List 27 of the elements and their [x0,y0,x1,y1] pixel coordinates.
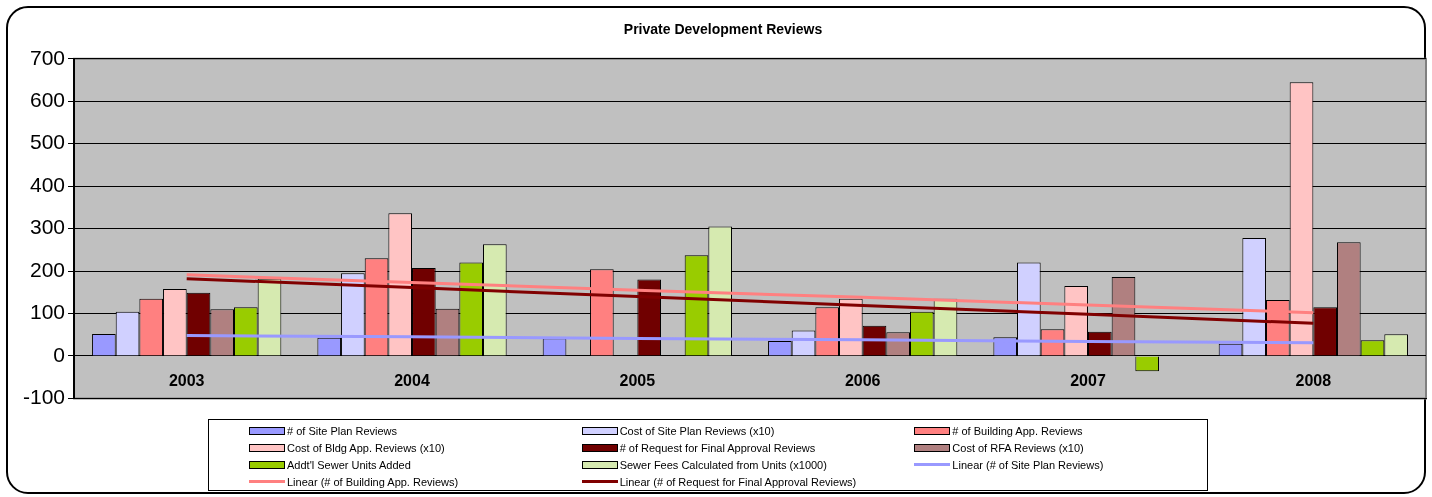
x-tick-label: 2004 [394,372,430,390]
y-tick-label: 100 [29,300,66,324]
y-tick-label: 300 [29,215,66,239]
legend-label: # of Building App. Reviews [952,424,1083,437]
y-tick-label: 400 [29,172,66,196]
legend-label: # of Request for Final Approval Reviews [619,441,816,454]
legend-label: Cost of RFA Reviews (x10) [952,441,1084,454]
y-tick-label: 500 [29,130,66,154]
legend-label: Cost of Bldg App. Reviews (x10) [287,441,445,454]
x-tick-label: 2005 [619,372,656,390]
x-tick-label: 2007 [1070,372,1106,390]
chart-title: Private Development Reviews [623,21,823,38]
y-tick-label: 700 [29,45,66,69]
legend-label: Cost of Site Plan Reviews (x10) [619,424,775,437]
legend-label: Addt'l Sewer Units Added [287,458,411,471]
x-tick-label: 2008 [1295,372,1332,390]
x-tick-label: 2006 [844,372,881,390]
legend-label: Sewer Fees Calculated from Units (x1000) [619,458,827,471]
y-tick-label: -100 [23,385,66,409]
y-tick-label: 600 [29,88,66,112]
legend-label: Linear (# of Request for Final Approval Reviews) [619,475,857,488]
y-tick-label: 0 [53,342,66,366]
legend-label: Linear (# of Site Plan Reviews) [952,458,1104,471]
legend-label: # of Site Plan Reviews [287,424,398,437]
x-tick-label: 2003 [168,372,205,390]
y-tick-label: 200 [29,257,66,281]
legend-label: Linear (# of Building App. Reviews) [287,475,459,488]
